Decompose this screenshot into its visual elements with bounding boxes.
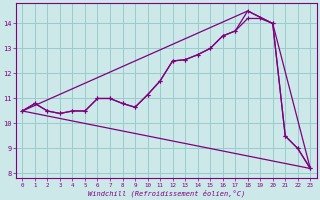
X-axis label: Windchill (Refroidissement éolien,°C): Windchill (Refroidissement éolien,°C) [88,189,245,197]
